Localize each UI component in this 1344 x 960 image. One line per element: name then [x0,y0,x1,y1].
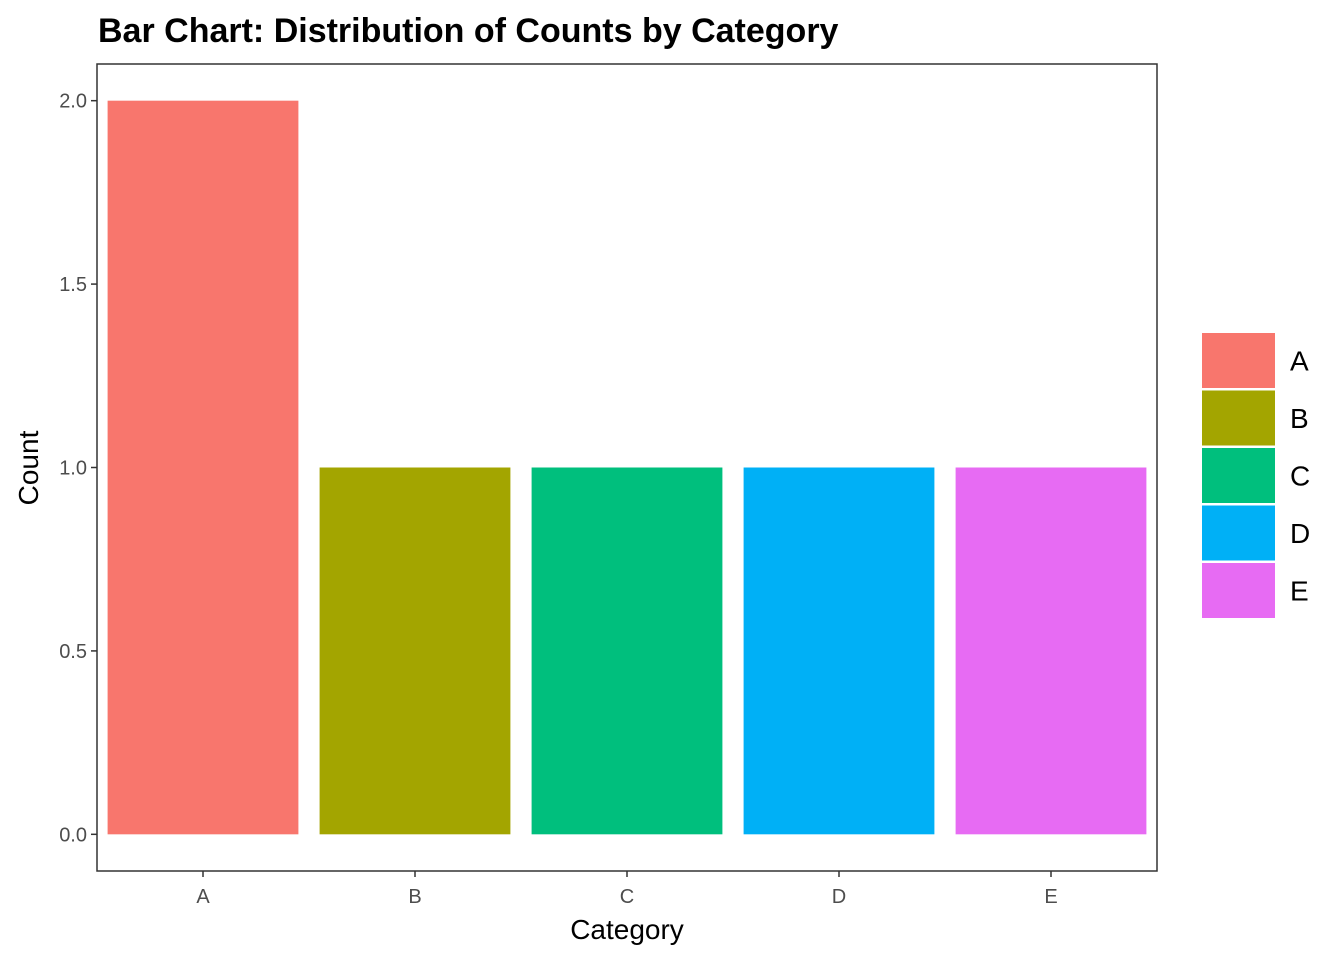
y-tick-label: 1.5 [59,274,87,296]
x-tick-label-e: E [1044,886,1057,908]
legend-key-b [1202,390,1275,446]
legend-label-e: E [1290,576,1309,607]
x-tick-label-c: C [620,886,634,908]
legend-key-c [1202,448,1275,503]
legend-label-a: A [1290,346,1309,377]
legend-label-d: D [1290,518,1310,549]
x-tick-label-d: D [832,886,846,908]
chart-title: Bar Chart: Distribution of Counts by Cat… [98,12,839,50]
x-tick-label-b: B [408,886,421,908]
y-tick-label: 0.5 [59,641,87,663]
x-axis-title: Category [570,914,684,945]
y-axis: 0.0 0.5 1.0 1.5 2.0 [59,91,97,846]
plot-area [96,63,1158,872]
bar-c [531,467,723,835]
y-tick-label: 0.0 [59,824,87,846]
legend-key-e [1202,563,1275,618]
y-axis-title: Count [13,430,44,505]
legend-label-b: B [1290,403,1309,434]
legend-label-c: C [1290,461,1310,492]
bar-e [955,467,1147,835]
x-tick-label-a: A [196,886,210,908]
legend-key-a [1202,333,1275,388]
legend-key-d [1202,505,1275,561]
y-tick-label: 2.0 [59,91,87,113]
bar-b [319,467,511,835]
bar-d [743,467,935,835]
bar-a [107,100,299,835]
y-tick-label: 1.0 [59,458,87,480]
x-axis: A B C D E [196,871,1058,908]
